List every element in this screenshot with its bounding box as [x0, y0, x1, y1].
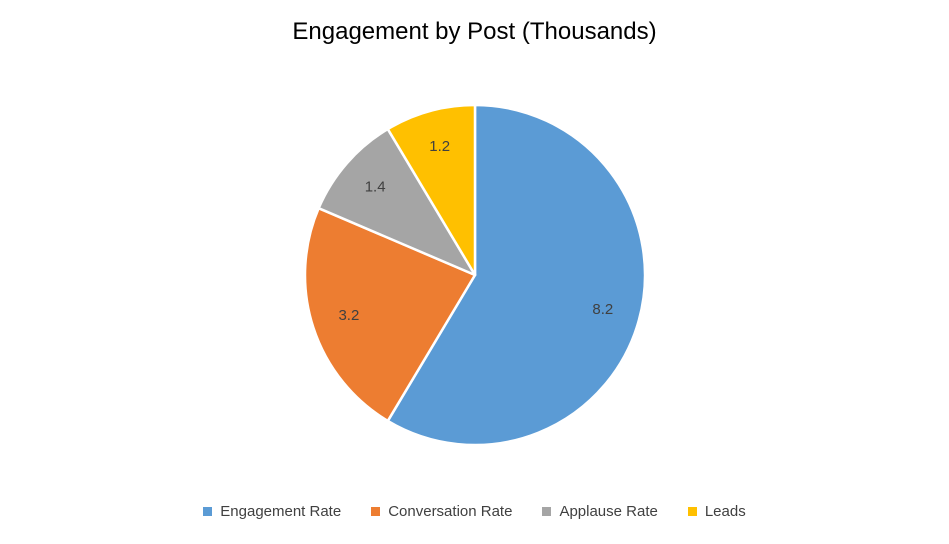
chart-title: Engagement by Post (Thousands) [292, 18, 657, 45]
data-label-engagement-rate: 8.2 [592, 301, 613, 318]
legend-swatch [542, 507, 552, 516]
legend-label: Applause Rate [559, 503, 658, 520]
legend-swatch [371, 507, 381, 516]
legend-label: Conversation Rate [388, 503, 513, 520]
legend-label: Leads [704, 503, 746, 520]
legend-item-engagement-rate: Engagement Rate [203, 503, 341, 520]
data-label-conversation-rate: 3.2 [338, 307, 359, 324]
data-label-leads: 1.2 [429, 138, 450, 155]
legend-swatch [203, 507, 213, 516]
pie-slice-engagement-rate [386, 103, 647, 447]
legend-item-applause-rate: Applause Rate [542, 503, 658, 520]
chart-legend: Engagement Rate Conversation Rate Applause… [0, 503, 949, 520]
pie-slice-conversation-rate [303, 206, 477, 423]
legend-swatch [687, 507, 697, 516]
pie-slice-leads [386, 103, 477, 277]
legend-item-leads: Leads [687, 503, 746, 520]
legend-label: Engagement Rate [220, 503, 342, 520]
pie-slice-applause-rate [317, 127, 477, 277]
legend-item-conversation-rate: Conversation Rate [371, 503, 512, 520]
data-label-applause-rate: 1.4 [365, 179, 386, 196]
